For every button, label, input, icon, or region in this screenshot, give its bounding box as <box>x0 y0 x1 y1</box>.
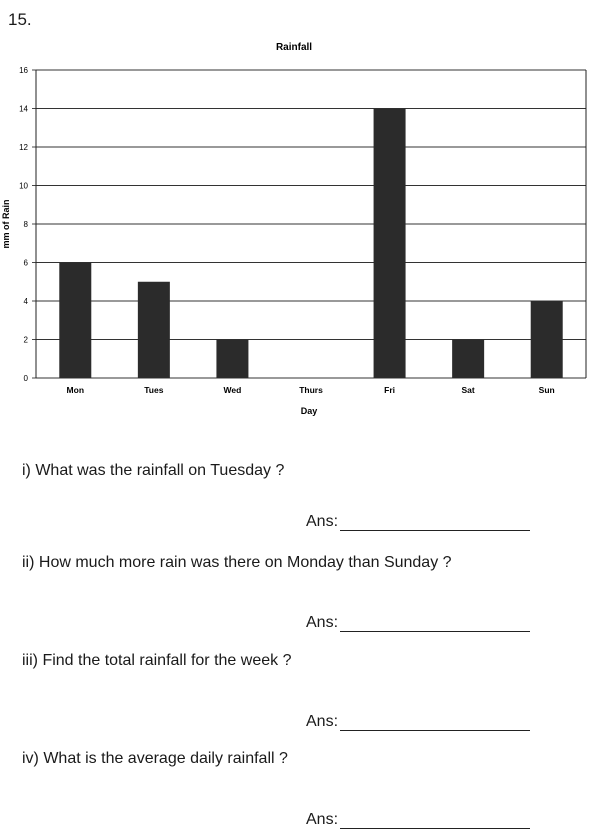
answer-blank-3[interactable] <box>340 712 531 731</box>
answer-label-1: Ans: <box>306 513 339 530</box>
chart-title: Rainfall <box>276 42 312 53</box>
y-tick-label-12: 12 <box>19 143 28 152</box>
y-axis-label: mm of Rain <box>1 199 11 248</box>
answer-line-4[interactable]: Ans: <box>306 810 531 829</box>
y-tick-label-10: 10 <box>19 182 28 191</box>
x-tick-label-sat: Sat <box>462 385 475 395</box>
y-tick-label-2: 2 <box>24 336 29 345</box>
y-tick-label-0: 0 <box>24 374 29 383</box>
bar-fri <box>373 108 406 378</box>
y-tick-label-14: 14 <box>19 105 28 114</box>
grid-lines <box>32 69 587 379</box>
question-number: 15. <box>8 10 32 29</box>
x-tick-label-mon: Mon <box>67 385 84 395</box>
bar-mon <box>59 262 92 378</box>
x-tick-label-thurs: Thurs <box>299 385 323 395</box>
question-2: ii) How much more rain was there on Mond… <box>22 554 452 571</box>
answer-label-3: Ans: <box>306 713 339 730</box>
bars <box>59 108 563 378</box>
answer-label-4: Ans: <box>306 811 339 828</box>
bar-tues <box>137 281 170 378</box>
question-3: iii) Find the total rainfall for the wee… <box>22 652 292 669</box>
x-tick-label-tues: Tues <box>144 385 163 395</box>
answer-line-3[interactable]: Ans: <box>306 712 531 731</box>
y-tick-label-6: 6 <box>24 259 29 268</box>
y-tick-label-4: 4 <box>24 297 29 306</box>
answer-blank-4[interactable] <box>340 810 531 829</box>
bar-sun <box>530 301 563 378</box>
x-category-labels: Mon Tues Wed Thurs Fri Sat Sun <box>67 385 555 395</box>
answer-blank-2[interactable] <box>340 613 531 632</box>
question-1: i) What was the rainfall on Tuesday ? <box>22 462 285 479</box>
bar-sat <box>452 339 485 378</box>
x-tick-label-sun: Sun <box>539 385 555 395</box>
answer-line-1[interactable]: Ans: <box>306 512 531 531</box>
y-tick-label-8: 8 <box>24 220 29 229</box>
rainfall-bar-chart: Rainfall mm of Rain Day 0 2 4 6 8 10 12 14 16 Mo… <box>1 42 587 416</box>
x-tick-label-fri: Fri <box>384 385 395 395</box>
y-tick-label-16: 16 <box>19 66 28 75</box>
x-axis-label: Day <box>301 406 318 416</box>
answer-blank-1[interactable] <box>340 512 531 531</box>
answer-line-2[interactable]: Ans: <box>306 613 531 632</box>
x-tick-label-wed: Wed <box>224 385 242 395</box>
bar-wed <box>216 339 249 378</box>
question-4: iv) What is the average daily rainfall ? <box>22 750 288 767</box>
y-tick-labels: 0 2 4 6 8 10 12 14 16 <box>19 66 28 383</box>
answer-label-2: Ans: <box>306 614 339 631</box>
